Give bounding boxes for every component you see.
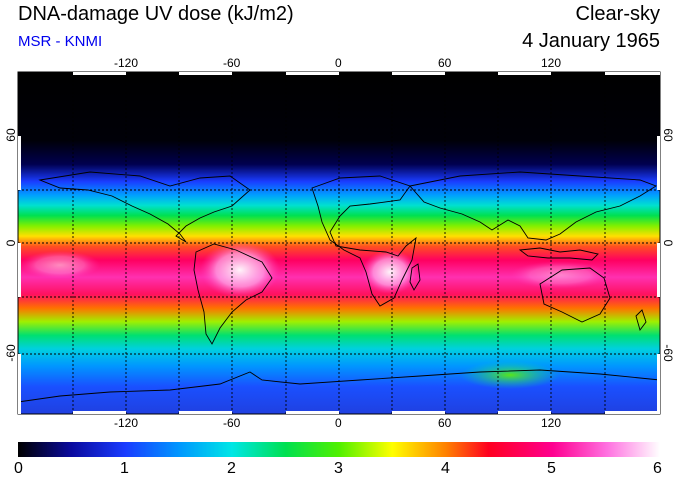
colorbar-label-4: 4: [441, 460, 450, 477]
graticule: [18, 72, 660, 414]
colorbar-label-6: 6: [653, 460, 662, 477]
lon-label-top-1: -120: [114, 56, 139, 70]
lat-label-left-1: 60: [4, 128, 18, 142]
hotspot-southern-africa: [362, 250, 418, 294]
lon-label-top-4: 60: [438, 56, 452, 70]
lon-label-top-3: 0: [335, 56, 342, 70]
sky-condition: Clear-sky: [575, 3, 660, 25]
map-title: DNA-damage UV dose (kJ/m2): [18, 3, 294, 25]
lon-label-top-2: -60: [223, 56, 241, 70]
antarctic-high-dose: [460, 361, 560, 389]
colorbar-label-3: 3: [334, 460, 343, 477]
lon-label-bottom-4: 60: [438, 416, 452, 430]
lon-label-bottom-3: 0: [335, 416, 342, 430]
lat-label-left-3: -60: [4, 344, 18, 362]
colorbar-label-1: 1: [120, 460, 129, 477]
colorbar-label-2: 2: [227, 460, 236, 477]
colorbar-label-5: 5: [547, 460, 556, 477]
colorbar-label-0: 0: [14, 460, 23, 477]
lat-label-right-2: 0: [661, 239, 675, 247]
lat-label-left-2: 0: [4, 239, 18, 247]
lon-label-bottom-2: -60: [223, 416, 241, 430]
lon-label-top-5: 120: [541, 56, 562, 70]
date-label: 4 January 1965: [522, 30, 660, 52]
hotspot-south-america: [200, 242, 280, 298]
lat-label-right-3: -60: [661, 344, 675, 362]
colorbar: [18, 442, 660, 457]
lat-label-right-1: 60: [661, 128, 675, 142]
lon-label-bottom-5: 120: [541, 416, 562, 430]
map-frame: [17, 71, 661, 415]
lon-label-bottom-1: -120: [114, 416, 139, 430]
source-label: MSR - KNMI: [18, 33, 103, 50]
